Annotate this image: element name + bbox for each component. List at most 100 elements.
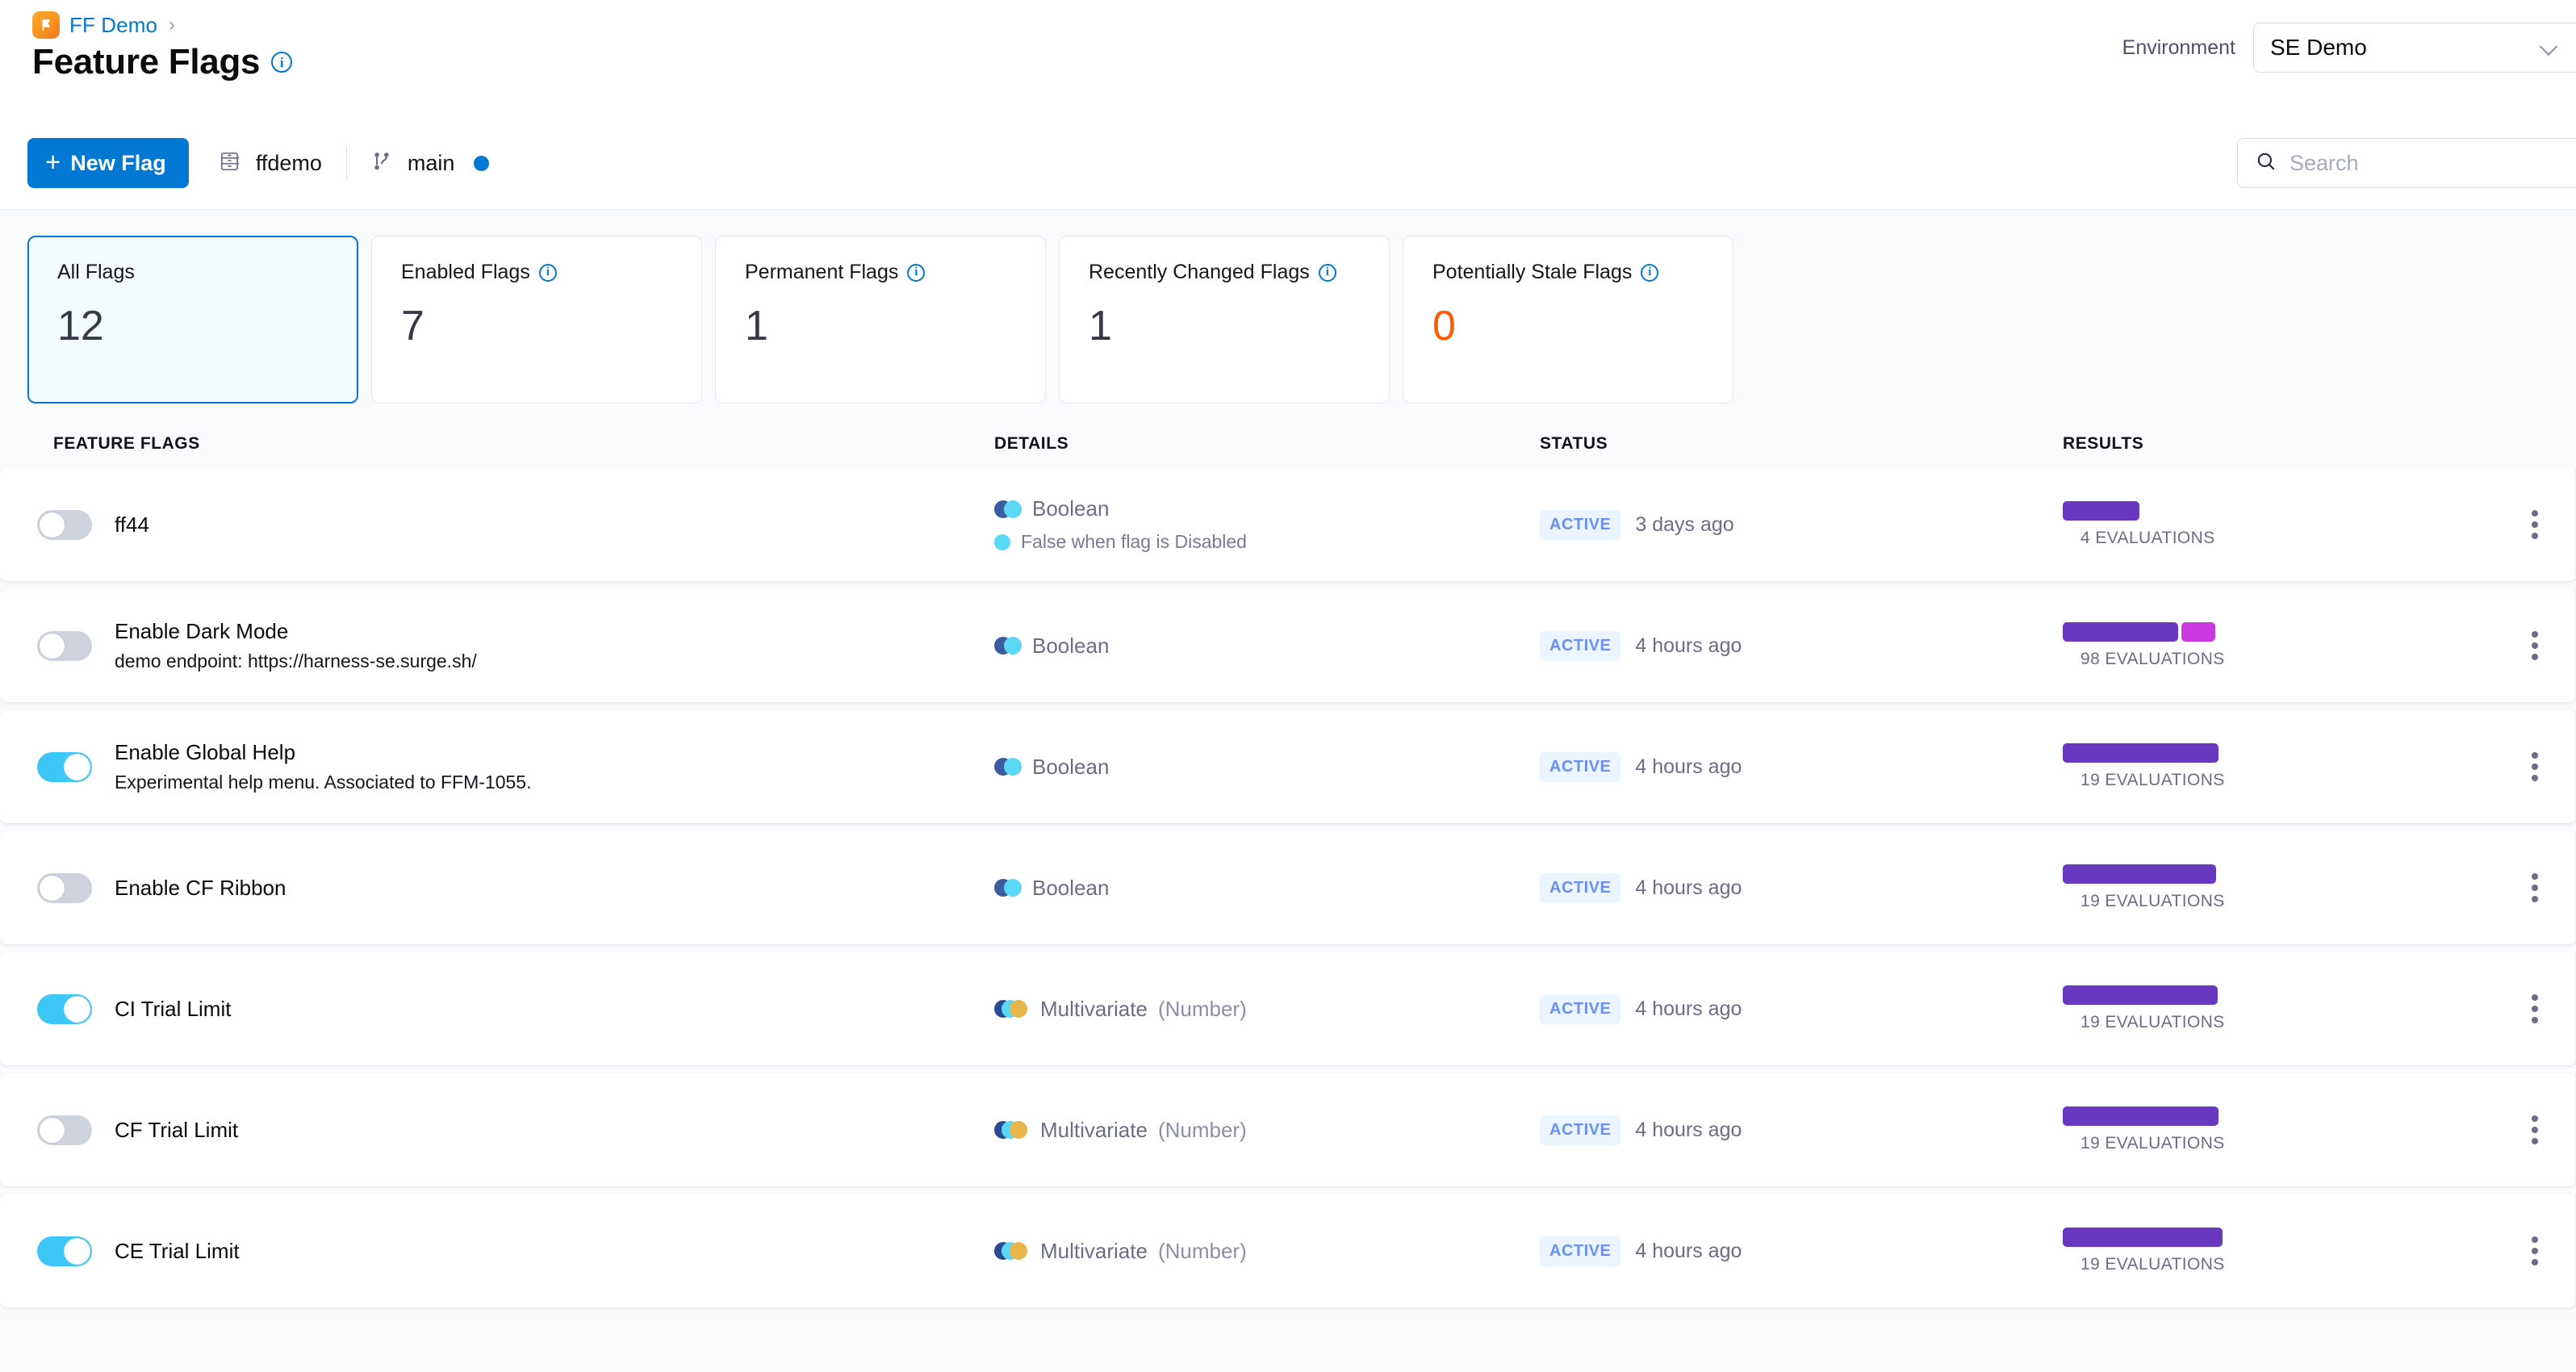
evaluation-bar bbox=[2063, 864, 2216, 884]
evaluation-bar bbox=[2063, 622, 2215, 642]
details-cell: Multivariate (Number) bbox=[994, 997, 1540, 1022]
kebab-menu-icon[interactable] bbox=[2525, 504, 2545, 546]
evaluation-count: 19 EVALUATIONS bbox=[2080, 1013, 2225, 1031]
flag-toggle[interactable] bbox=[37, 1236, 92, 1266]
boolean-variation-icon bbox=[994, 879, 1022, 897]
flag-toggle[interactable] bbox=[37, 993, 92, 1024]
evaluation-bar bbox=[2063, 1228, 2223, 1247]
new-flag-label: New Flag bbox=[70, 150, 166, 175]
variation-dot-icon bbox=[994, 533, 1010, 550]
flag-name[interactable]: Enable CF Ribbon bbox=[115, 875, 286, 900]
last-updated: 3 days ago bbox=[1635, 512, 1734, 536]
flag-cell: Enable Dark Mode demo endpoint: https://h… bbox=[0, 619, 994, 672]
stat-card-value: 12 bbox=[57, 303, 104, 349]
stat-card-potentially-stale-flags[interactable]: Potentially Stale Flags i 0 bbox=[1403, 236, 1733, 404]
stat-card-all-flags[interactable]: All Flags 12 bbox=[27, 236, 358, 404]
status-badge: ACTIVE bbox=[1540, 872, 1621, 903]
git-branch-icon bbox=[371, 149, 393, 178]
status-badge: ACTIVE bbox=[1540, 509, 1621, 540]
table-row[interactable]: Enable Dark Mode demo endpoint: https://h… bbox=[0, 589, 2576, 702]
search-box[interactable] bbox=[2237, 138, 2576, 188]
kebab-menu-icon[interactable] bbox=[2525, 1109, 2545, 1151]
table-row[interactable]: CE Trial Limit Multivariate (Number) ACTIVE… bbox=[0, 1194, 2576, 1307]
flag-toggle[interactable] bbox=[37, 1115, 92, 1145]
flag-description: demo endpoint: https://harness-se.surge.… bbox=[115, 650, 477, 671]
stat-card-recently-changed-flags[interactable]: Recently Changed Flags i 1 bbox=[1059, 236, 1390, 404]
flag-name[interactable]: Enable Dark Mode bbox=[115, 619, 289, 643]
repository-name[interactable]: ffdemo bbox=[255, 150, 322, 175]
evaluation-count: 19 EVALUATIONS bbox=[2080, 771, 2225, 789]
column-header-details: DETAILS bbox=[994, 434, 1069, 453]
status-badge: ACTIVE bbox=[1540, 630, 1621, 661]
stat-card-enabled-flags[interactable]: Enabled Flags i 7 bbox=[371, 236, 702, 404]
table-row[interactable]: CI Trial Limit Multivariate (Number) ACTIVE… bbox=[0, 952, 2576, 1065]
info-icon[interactable]: i bbox=[538, 263, 557, 282]
toggle-knob bbox=[39, 1116, 65, 1144]
toggle-knob bbox=[64, 753, 90, 780]
flag-type: Boolean bbox=[1032, 875, 1110, 900]
flag-type: Multivariate bbox=[1040, 1238, 1148, 1263]
flag-name[interactable]: CF Trial Limit bbox=[115, 1117, 239, 1142]
toggle-knob bbox=[39, 874, 65, 901]
info-icon[interactable]: i bbox=[1318, 263, 1336, 282]
table-row[interactable]: Enable CF Ribbon Boolean ACTIVE 4 hours ago… bbox=[0, 831, 2576, 944]
table-row[interactable]: Enable Global Help Experimental help menu… bbox=[0, 710, 2576, 823]
info-icon[interactable]: i bbox=[271, 52, 293, 73]
breadcrumb-project-link[interactable]: FF Demo bbox=[69, 12, 158, 37]
boolean-variation-icon bbox=[994, 758, 1022, 776]
row-menu-cell bbox=[2499, 746, 2571, 788]
flag-cell: Enable CF Ribbon bbox=[0, 872, 994, 903]
row-menu-cell bbox=[2499, 1230, 2571, 1272]
flag-name[interactable]: Enable Global Help bbox=[115, 740, 296, 764]
kebab-menu-icon[interactable] bbox=[2525, 867, 2545, 909]
flag-toggle[interactable] bbox=[37, 630, 92, 661]
flag-toggle[interactable] bbox=[37, 872, 92, 903]
row-menu-cell bbox=[2499, 867, 2571, 909]
flag-name[interactable]: ff44 bbox=[115, 512, 149, 537]
info-icon[interactable]: i bbox=[907, 263, 926, 282]
stat-card-label: Permanent Flags bbox=[745, 261, 899, 283]
flag-cell: CE Trial Limit bbox=[0, 1236, 994, 1266]
environment-select[interactable]: SE Demo bbox=[2253, 23, 2576, 73]
column-header-results: RESULTS bbox=[2063, 434, 2144, 453]
toggle-knob bbox=[64, 995, 90, 1023]
table-row[interactable]: CF Trial Limit Multivariate (Number) ACTIVE… bbox=[0, 1073, 2576, 1186]
flag-toggle[interactable] bbox=[37, 751, 92, 782]
toolbar: + New Flag ffdemo main bbox=[0, 117, 2576, 210]
evaluation-count: 19 EVALUATIONS bbox=[2080, 1255, 2225, 1274]
stat-card-permanent-flags[interactable]: Permanent Flags i 1 bbox=[715, 236, 1046, 404]
stat-card-label: All Flags bbox=[57, 261, 135, 283]
search-input[interactable] bbox=[2290, 150, 2576, 176]
kebab-menu-icon[interactable] bbox=[2525, 625, 2545, 667]
kebab-menu-icon[interactable] bbox=[2525, 988, 2545, 1030]
kebab-menu-icon[interactable] bbox=[2525, 1230, 2545, 1272]
table-row[interactable]: ff44 Boolean False when flag is Disabled AC… bbox=[0, 468, 2576, 581]
new-flag-button[interactable]: + New Flag bbox=[27, 138, 189, 188]
flag-name[interactable]: CE Trial Limit bbox=[115, 1238, 240, 1263]
toggle-knob bbox=[39, 511, 65, 538]
flag-type: Boolean bbox=[1032, 754, 1110, 779]
chevron-down-icon bbox=[2539, 37, 2558, 56]
stat-card-value: 1 bbox=[745, 303, 768, 349]
toggle-knob bbox=[64, 1237, 90, 1265]
kebab-menu-icon[interactable] bbox=[2525, 746, 2545, 788]
multivariate-variation-icon bbox=[994, 1242, 1030, 1260]
stat-card-value: 7 bbox=[401, 303, 424, 349]
branch-name[interactable]: main bbox=[407, 150, 455, 175]
flag-name[interactable]: CI Trial Limit bbox=[115, 996, 232, 1021]
results-cell: 19 EVALUATIONS bbox=[2063, 743, 2499, 790]
flag-type: Boolean bbox=[1032, 633, 1110, 658]
last-updated: 4 hours ago bbox=[1635, 997, 1742, 1020]
flag-toggle[interactable] bbox=[37, 509, 92, 540]
row-menu-cell bbox=[2499, 504, 2571, 546]
last-updated: 4 hours ago bbox=[1635, 1118, 1742, 1141]
flag-cell: ff44 bbox=[0, 509, 994, 540]
status-cell: ACTIVE 4 hours ago bbox=[1540, 993, 2063, 1024]
last-updated: 4 hours ago bbox=[1635, 1239, 1742, 1262]
environment-value: SE Demo bbox=[2270, 35, 2367, 60]
flag-type-suffix: (Number) bbox=[1157, 1238, 1247, 1263]
info-icon[interactable]: i bbox=[1641, 263, 1659, 282]
flag-description: Experimental help menu. Associated to FF… bbox=[115, 772, 532, 793]
status-cell: ACTIVE 3 days ago bbox=[1540, 509, 2063, 540]
status-cell: ACTIVE 4 hours ago bbox=[1540, 751, 2063, 782]
